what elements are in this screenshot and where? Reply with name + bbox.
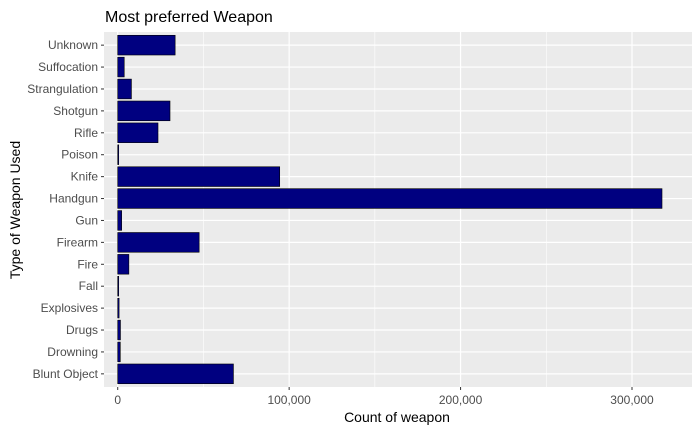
chart-title: Most preferred Weapon [105,9,273,26]
bar-blunt-object [117,363,234,385]
x-tick-label: 300,000 [610,393,654,407]
bar-poison [117,144,120,165]
bar-suffocation [117,56,125,78]
y-tick-label: Blunt Object [33,367,99,381]
y-tick-label: Gun [75,213,98,227]
bar-fire [117,254,130,275]
bar-rifle [117,122,159,143]
bar-explosives [117,297,120,319]
bar-handgun [117,188,663,209]
plot-panel [104,32,692,387]
bar-layer [117,34,663,385]
y-tick-label: Suffocation [38,60,98,74]
y-tick-label: Drowning [47,345,98,359]
bar-drugs [117,319,121,341]
bar-knife [117,166,281,187]
y-tick-label: Shotgun [53,104,98,118]
bar-unknown [117,34,176,56]
y-tick-label: Fall [79,279,98,293]
y-axis-title: Type of Weapon Used [7,141,23,279]
bar-fall [117,276,120,297]
bar-drowning [117,341,121,363]
y-tick-label: Explosives [41,301,98,315]
y-tick-label: Handgun [49,192,98,206]
y-tick-label: Firearm [57,235,98,249]
x-tick-label: 0 [114,393,121,407]
x-tick-label: 100,000 [267,393,311,407]
bar-gun [117,210,122,231]
y-tick-label: Drugs [66,323,98,337]
y-tick-label: Unknown [48,38,98,52]
x-tick-label: 200,000 [439,393,483,407]
x-axis-title: Count of weapon [344,409,450,425]
x-axis-ticks: 0 100,000 200,000 300,000 [114,387,654,407]
y-tick-label: Fire [77,257,98,271]
bar-firearm [117,232,200,253]
y-tick-label: Poison [61,148,98,162]
grid-layer [104,32,692,387]
bar-shotgun [117,100,171,122]
y-tick-label: Rifle [74,126,98,140]
y-axis-ticks: Blunt Object Drowning Drugs Explosives Fall F… [27,38,104,381]
y-tick-label: Strangulation [27,82,98,96]
bar-strangulation [117,78,132,100]
y-tick-label: Knife [71,170,99,184]
